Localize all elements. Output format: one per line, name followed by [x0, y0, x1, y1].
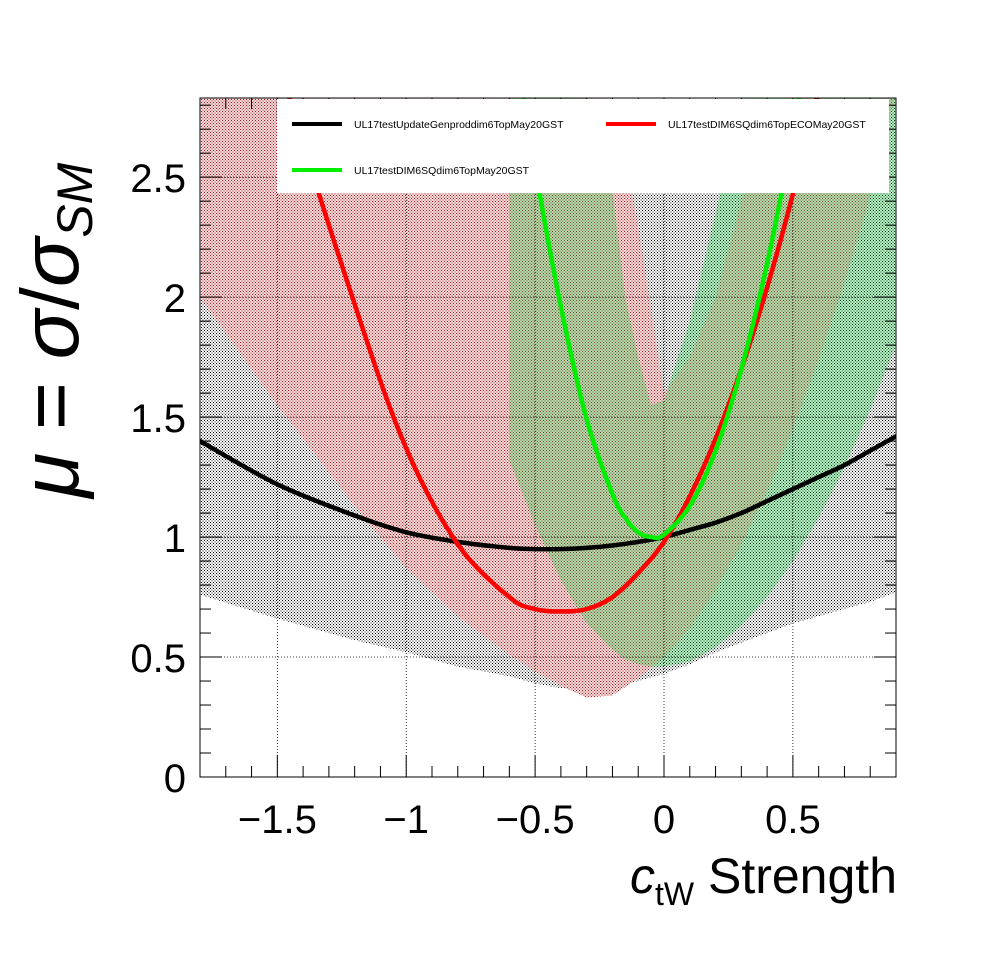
y-tick-label: 1	[164, 517, 186, 561]
y-axis-title: μ = σ/σSM	[5, 149, 103, 520]
legend: UL17testUpdateGenproddim6TopMay20GST UL17…	[277, 99, 889, 193]
x-tick-label: −0.5	[496, 798, 575, 842]
y-tick-label: 2	[164, 277, 186, 321]
y-axis-sigma-sm: σ	[5, 234, 96, 287]
y-tick-label: 2.5	[130, 157, 186, 201]
x-tick-label: −1.5	[238, 798, 317, 842]
plot-frame	[199, 97, 897, 778]
y-axis-eq: =	[5, 359, 96, 452]
legend-label: UL17testDIM6SQdim6TopECOMay20GST	[668, 119, 866, 131]
x-axis-subscript: tW	[655, 876, 695, 912]
y-axis-subscript: SM	[47, 162, 103, 237]
x-tick-label: 0.5	[765, 798, 821, 842]
y-tick-label: 0	[164, 757, 186, 801]
y-axis-slash: /	[5, 287, 96, 310]
axis-ticks	[199, 98, 897, 778]
y-tick-label: 1.5	[130, 397, 186, 441]
legend-entry-ul17testdim6sqdim6topecomay20gst: UL17testDIM6SQdim6TopECOMay20GST	[606, 119, 866, 131]
x-axis-title: ctW Strength	[630, 848, 897, 912]
x-tick-label: −1	[383, 798, 429, 842]
y-axis-sigma: σ	[5, 306, 96, 359]
x-tick-labels: −1.5 −1 −0.5 0 0.5	[238, 798, 821, 842]
curve-ul17testdim6sqdim6topecomay20gst	[286, 98, 819, 614]
y-tick-labels: 0 0.5 1 1.5 2 2.5	[130, 157, 186, 801]
x-axis-rest: Strength	[694, 848, 897, 904]
curve-ul17testdim6sqdim6topmay20gst	[521, 98, 802, 541]
legend-label: UL17testDIM6SQdim6TopMay20GST	[354, 165, 530, 177]
band-ul17testdim6sqdim6topecomay20gst	[200, 98, 896, 698]
uncertainty-bands	[200, 98, 896, 698]
x-axis-symbol: c	[630, 848, 655, 904]
legend-entry-ul17testdim6sqdim6topmay20gst: UL17testDIM6SQdim6TopMay20GST	[292, 165, 530, 177]
x-tick-label: 0	[653, 798, 675, 842]
legend-box	[277, 99, 889, 193]
band-ul17testdim6sqdim6topmay20gst	[509, 98, 896, 667]
legend-label: UL17testUpdateGenproddim6TopMay20GST	[354, 119, 564, 131]
legend-entry-ul17testupdategenproddim6topmay20gst: UL17testUpdateGenproddim6TopMay20GST	[292, 119, 564, 131]
curve-ul17testupdategenproddim6topmay20gst	[200, 434, 896, 552]
y-axis-mu: μ	[5, 453, 96, 500]
y-tick-label: 0.5	[130, 637, 186, 681]
series-curves	[200, 98, 896, 614]
